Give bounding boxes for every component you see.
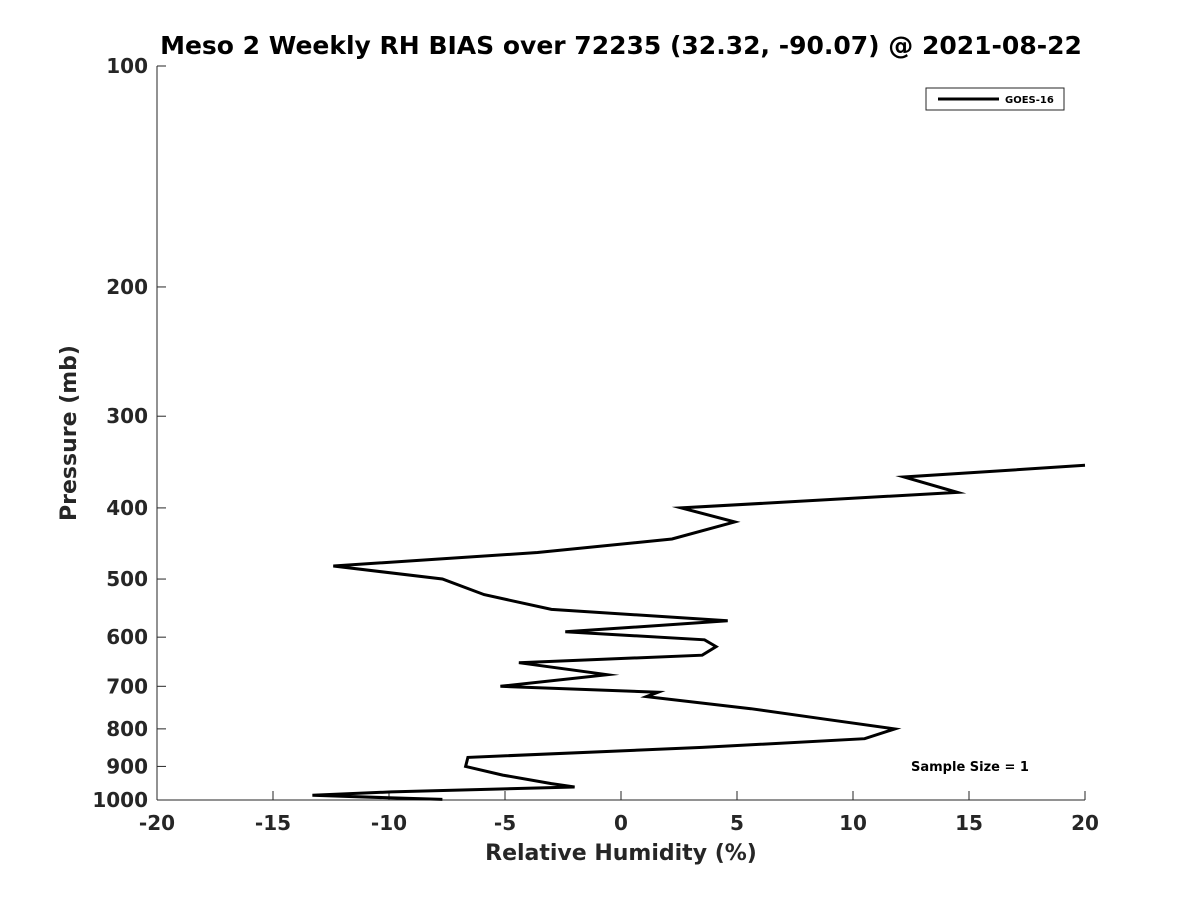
y-tick-label: 300 (106, 404, 148, 428)
legend-label-goes-16: GOES-16 (1005, 95, 1054, 106)
x-tick-label: -15 (255, 811, 291, 835)
y-tick-label: 600 (106, 625, 148, 649)
x-axis-label: Relative Humidity (%) (485, 841, 757, 866)
chart-title: Meso 2 Weekly RH BIAS over 72235 (32.32,… (160, 31, 1082, 60)
series-line-goes-16 (312, 463, 1086, 801)
x-tick-label: 20 (1071, 811, 1099, 835)
x-tick-label: -10 (371, 811, 407, 835)
y-tick-label: 900 (106, 754, 148, 778)
y-tick-label: 1000 (92, 788, 148, 812)
x-axis-ticks: -20 -15 -10 -5 0 5 10 15 20 (139, 791, 1099, 835)
y-tick-label: 100 (106, 54, 148, 78)
y-tick-label: 200 (106, 275, 148, 299)
legend: GOES-16 (925, 87, 1065, 111)
y-axis-label: Pressure (mb) (57, 345, 82, 521)
y-tick-label: 500 (106, 567, 148, 591)
x-tick-label: 10 (839, 811, 867, 835)
x-tick-label: 0 (614, 811, 628, 835)
x-tick-label: -20 (139, 811, 175, 835)
x-tick-label: -5 (494, 811, 516, 835)
x-tick-label: 15 (955, 811, 983, 835)
y-axis-ticks: 100 200 300 400 500 600 700 800 900 1000 (92, 54, 166, 812)
sample-size-annotation: Sample Size = 1 (911, 760, 1029, 775)
y-tick-label: 700 (106, 674, 148, 698)
series-layer (312, 463, 1086, 801)
y-tick-label: 800 (106, 717, 148, 741)
x-tick-label: 5 (730, 811, 744, 835)
y-tick-label: 400 (106, 496, 148, 520)
